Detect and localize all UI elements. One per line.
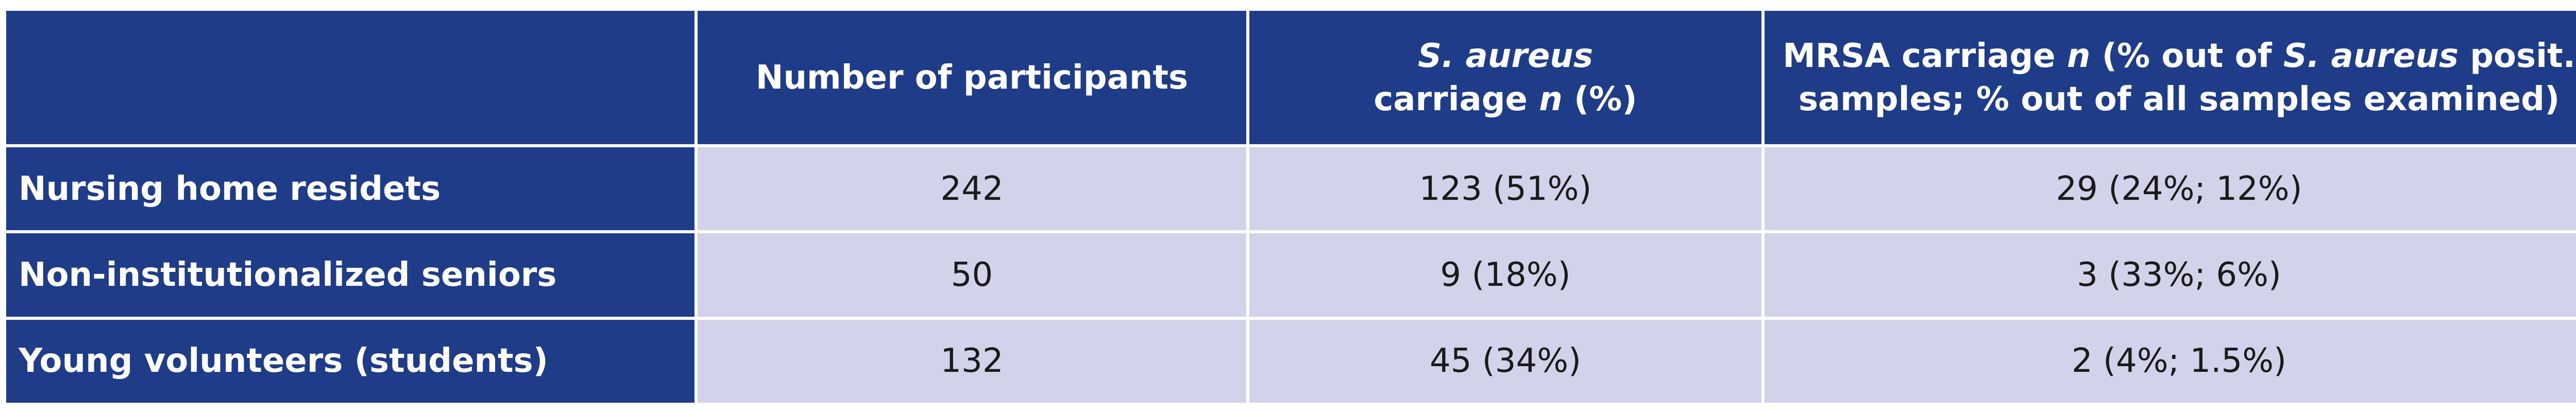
participants-cell: 50 [696,232,1248,318]
row-label: Non-institutionalized seniors [5,232,696,318]
header-mrsa-s-aureus-name: S. aureus [2283,37,2459,75]
s-aureus-cell: 45 (34%) [1248,318,1763,404]
table-row: Young volunteers (students) 132 45 (34%)… [5,318,2576,404]
table-body: Nursing home residets 242 123 (51%) 29 (… [5,146,2576,404]
participants-cell: 242 [696,146,1248,232]
table-row: Nursing home residets 242 123 (51%) 29 (… [5,146,2576,232]
mrsa-cell: 2 (4%; 1.5%) [1763,318,2576,404]
carriage-table: Number of participants S. aureus carriage… [3,8,2576,406]
header-s-aureus-n: n [1539,80,1563,118]
header-mrsa-carriage: MRSA carriage n (% out of S. aureus posi… [1763,9,2576,146]
header-mrsa-mid: (% out of [2090,37,2283,75]
row-label: Nursing home residets [5,146,696,232]
header-row: Number of participants S. aureus carriage… [5,9,2576,146]
participants-cell: 132 [696,318,1248,404]
header-s-aureus-line2-suffix: (%) [1563,80,1637,118]
header-s-aureus-carriage: S. aureus carriage n (%) [1248,9,1763,146]
header-mrsa-prefix: MRSA carriage [1783,37,2067,75]
s-aureus-cell: 123 (51%) [1248,146,1763,232]
header-s-aureus-line2-prefix: carriage [1374,80,1539,118]
header-s-aureus-name: S. aureus [1418,37,1593,75]
row-label: Young volunteers (students) [5,318,696,404]
header-corner-cell [5,9,696,146]
table-header: Number of participants S. aureus carriage… [5,9,2576,146]
mrsa-cell: 3 (33%; 6%) [1763,232,2576,318]
table-row: Non-institutionalized seniors 50 9 (18%)… [5,232,2576,318]
header-mrsa-n: n [2067,37,2091,75]
header-participants: Number of participants [696,9,1248,146]
mrsa-cell: 29 (24%; 12%) [1763,146,2576,232]
s-aureus-cell: 9 (18%) [1248,232,1763,318]
